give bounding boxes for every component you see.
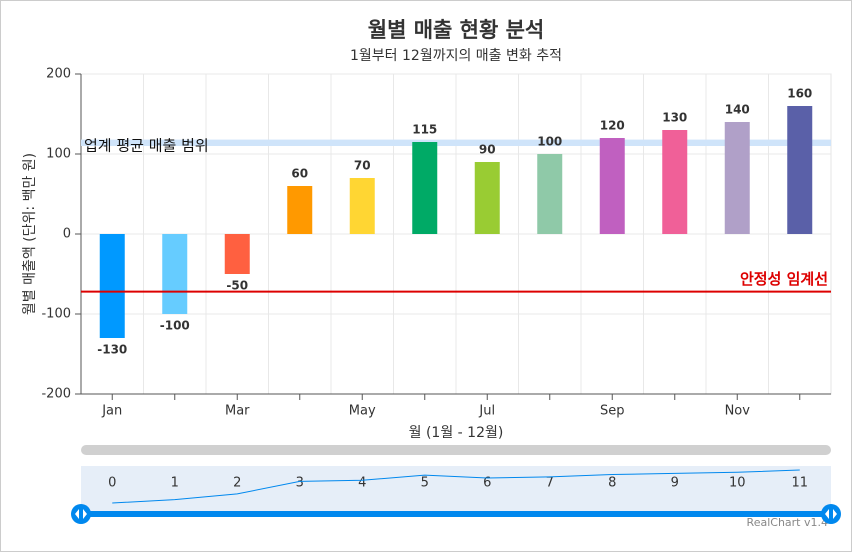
navigator-tick-label: 9 <box>671 476 679 491</box>
navigator-tick-label: 4 <box>358 476 366 491</box>
navigator-tick-label: 3 <box>296 476 304 491</box>
x-tick-label: Nov <box>725 404 751 419</box>
navigator-tick-label: 10 <box>729 476 746 491</box>
navigator-tick-label: 5 <box>421 476 429 491</box>
value-label: 100 <box>537 135 562 149</box>
x-tick-label: Mar <box>225 404 250 419</box>
scrollbar[interactable] <box>81 445 831 455</box>
navigator-handle[interactable] <box>821 504 841 524</box>
value-label: -130 <box>97 343 127 357</box>
y-tick-label: 100 <box>46 147 71 162</box>
navigator-tick-label: 8 <box>608 476 616 491</box>
value-label: 115 <box>412 123 437 137</box>
navigator-tick-label: 2 <box>233 476 241 491</box>
handle-arrows <box>825 509 837 519</box>
bar <box>162 234 188 314</box>
value-label: -50 <box>226 279 248 293</box>
chart-title: 월별 매출 현황 분석 <box>368 18 545 42</box>
bar <box>599 138 625 234</box>
bar <box>99 234 125 338</box>
credit: RealChart v1.4 <box>747 516 828 529</box>
band-label: 업계 평균 매출 범위 <box>84 136 209 154</box>
bar <box>287 186 313 234</box>
bar <box>349 178 375 234</box>
navigator-tick-label: 1 <box>171 476 179 491</box>
bar <box>787 106 813 234</box>
value-label: 90 <box>479 143 496 157</box>
bar <box>537 154 563 234</box>
bar <box>224 234 250 274</box>
band <box>81 139 831 146</box>
chart-subtitle: 1월부터 12월까지의 매출 변화 추적 <box>350 48 562 64</box>
value-label: 120 <box>600 119 625 133</box>
value-label: 70 <box>354 159 371 173</box>
value-label: 160 <box>787 87 812 101</box>
y-tick-label: 200 <box>46 67 71 82</box>
bar <box>724 122 750 234</box>
navigator-tick-label: 7 <box>546 476 554 491</box>
value-label: 140 <box>725 103 750 117</box>
x-tick-label: Jul <box>478 404 495 419</box>
y-tick-label: -100 <box>41 307 71 322</box>
threshold-label: 안정성 임계선 <box>740 270 828 288</box>
navigator-tick-label: 11 <box>791 476 808 491</box>
navigator-tick-label: 0 <box>108 476 116 491</box>
y-tick-label: 0 <box>63 227 71 242</box>
x-axis-title: 월 (1월 - 12월) <box>409 425 504 441</box>
navigator-handle[interactable] <box>71 504 91 524</box>
handle-arrows <box>75 509 87 519</box>
bar <box>474 162 500 234</box>
x-tick-label: May <box>349 404 376 419</box>
x-tick-label: Sep <box>600 404 625 419</box>
bar <box>412 142 438 234</box>
x-tick-label: Jan <box>101 404 122 419</box>
navigator-area <box>81 466 831 514</box>
y-tick-label: -200 <box>41 387 71 402</box>
value-label: 60 <box>291 167 308 181</box>
bar <box>662 130 688 234</box>
navigator-line <box>112 469 800 504</box>
value-label: 130 <box>662 111 687 125</box>
navigator-tick-label: 6 <box>483 476 491 491</box>
y-axis-title: 월별 매출액 (단위: 백만 원) <box>22 153 38 315</box>
value-label: -100 <box>160 319 190 333</box>
